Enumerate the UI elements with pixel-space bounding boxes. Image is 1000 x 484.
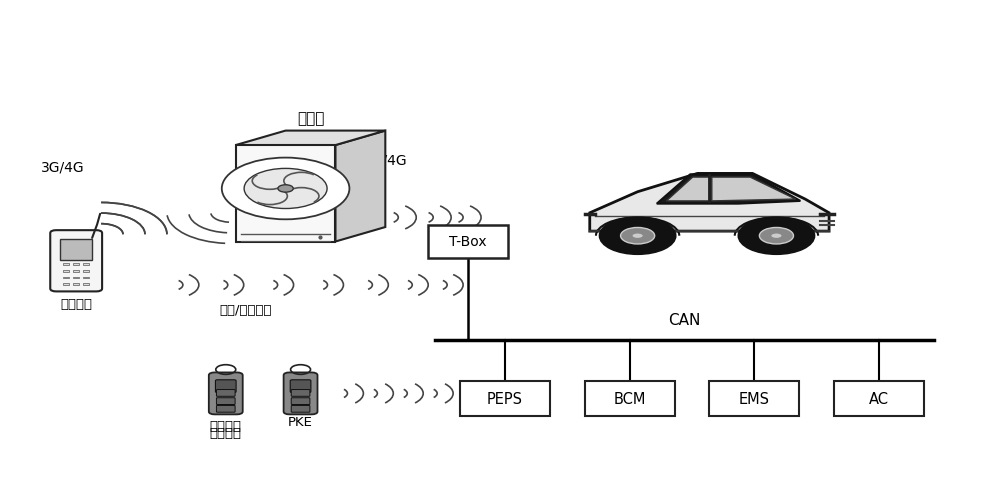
Polygon shape <box>657 175 800 204</box>
Circle shape <box>632 233 643 239</box>
Text: AC: AC <box>869 391 889 406</box>
Bar <box>73 264 79 266</box>
FancyBboxPatch shape <box>216 406 235 412</box>
Bar <box>83 277 89 279</box>
Text: 3G/4G: 3G/4G <box>364 153 407 167</box>
Polygon shape <box>236 146 335 242</box>
FancyBboxPatch shape <box>284 373 318 414</box>
FancyBboxPatch shape <box>60 239 92 260</box>
Circle shape <box>759 228 793 244</box>
FancyBboxPatch shape <box>460 381 550 416</box>
Bar <box>83 264 89 266</box>
FancyBboxPatch shape <box>291 398 310 405</box>
Circle shape <box>771 233 782 239</box>
FancyBboxPatch shape <box>428 226 508 258</box>
Polygon shape <box>236 131 385 146</box>
Polygon shape <box>335 131 385 242</box>
FancyBboxPatch shape <box>216 390 235 396</box>
FancyBboxPatch shape <box>290 380 311 393</box>
Text: EMS: EMS <box>739 391 770 406</box>
Bar <box>73 284 79 286</box>
Bar <box>63 264 69 266</box>
FancyBboxPatch shape <box>291 406 310 412</box>
FancyBboxPatch shape <box>50 231 102 292</box>
Text: 蓝牙/近场通信: 蓝牙/近场通信 <box>219 303 272 316</box>
Text: BCM: BCM <box>613 391 646 406</box>
FancyBboxPatch shape <box>709 381 799 416</box>
FancyBboxPatch shape <box>834 381 924 416</box>
Polygon shape <box>712 178 796 201</box>
FancyBboxPatch shape <box>585 381 675 416</box>
FancyBboxPatch shape <box>209 373 243 414</box>
Bar <box>73 271 79 272</box>
Polygon shape <box>666 178 709 201</box>
FancyBboxPatch shape <box>216 398 235 405</box>
Circle shape <box>600 218 676 255</box>
Circle shape <box>278 185 293 193</box>
Bar <box>73 277 79 279</box>
Bar <box>83 271 89 272</box>
Text: PKE: PKE <box>288 415 313 428</box>
FancyBboxPatch shape <box>215 380 236 393</box>
FancyBboxPatch shape <box>291 390 310 396</box>
Circle shape <box>739 218 814 255</box>
Text: 智能锥匙: 智能锥匙 <box>210 426 242 439</box>
Polygon shape <box>590 174 829 232</box>
Text: 智能锥匙: 智能锥匙 <box>210 419 242 432</box>
Text: CAN: CAN <box>668 312 701 327</box>
Text: PEPS: PEPS <box>487 391 523 406</box>
Circle shape <box>222 158 349 220</box>
Text: 服务器: 服务器 <box>297 110 324 125</box>
Text: 智能手机: 智能手机 <box>60 298 92 311</box>
Bar <box>63 284 69 286</box>
Circle shape <box>621 228 655 244</box>
Bar <box>63 271 69 272</box>
Text: T-Box: T-Box <box>449 235 487 249</box>
Bar <box>83 284 89 286</box>
Circle shape <box>244 169 327 209</box>
Bar <box>63 277 69 279</box>
Text: 3G/4G: 3G/4G <box>41 160 85 174</box>
